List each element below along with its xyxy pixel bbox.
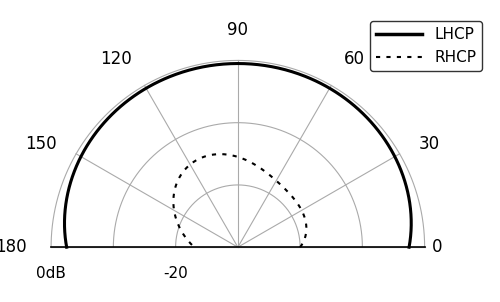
Text: 60: 60 (344, 50, 364, 68)
Text: 120: 120 (100, 50, 132, 68)
Text: 0: 0 (432, 238, 442, 256)
Text: -20: -20 (163, 266, 188, 281)
Text: 180: 180 (0, 238, 27, 256)
Text: 90: 90 (228, 21, 248, 39)
Legend: LHCP, RHCP: LHCP, RHCP (370, 21, 482, 71)
Text: 150: 150 (26, 134, 57, 153)
Text: 0dB: 0dB (36, 266, 66, 281)
Text: 30: 30 (419, 134, 440, 153)
